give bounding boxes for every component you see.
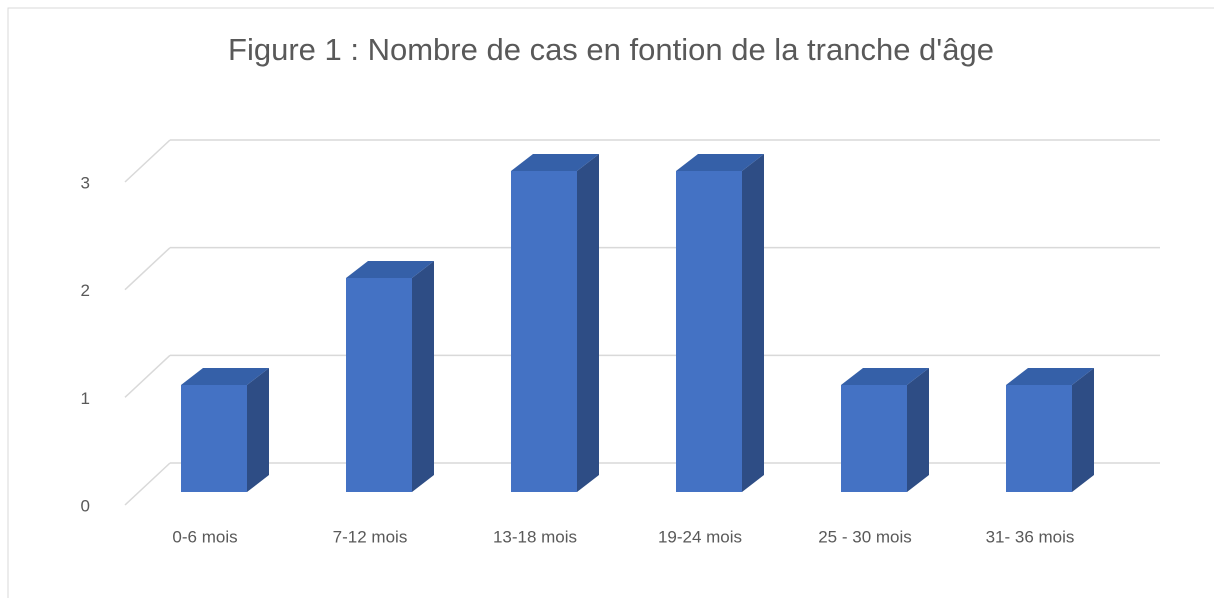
bar-top xyxy=(676,154,764,171)
grid-line-side xyxy=(124,247,171,291)
bar-top xyxy=(346,261,434,278)
bar xyxy=(346,278,412,492)
bar-side xyxy=(1072,368,1094,492)
y-tick-label: 2 xyxy=(81,281,90,300)
grid-line-side xyxy=(124,354,171,398)
bar xyxy=(1006,385,1072,492)
bar xyxy=(511,171,577,492)
bar xyxy=(676,171,742,492)
bar-side xyxy=(907,368,929,492)
y-tick-label: 0 xyxy=(81,496,90,515)
x-tick-label: 13-18 mois xyxy=(493,527,577,546)
x-tick-label: 7-12 mois xyxy=(333,527,408,546)
bar-side xyxy=(247,368,269,492)
x-tick-label: 19-24 mois xyxy=(658,527,742,546)
bar-top xyxy=(841,368,929,385)
bar-top xyxy=(511,154,599,171)
bar-side xyxy=(412,261,434,492)
grid-line-side xyxy=(124,139,171,183)
bar-side xyxy=(742,154,764,492)
bar-top xyxy=(1006,368,1094,385)
y-tick-label: 3 xyxy=(81,173,90,192)
x-tick-label: 0-6 mois xyxy=(172,527,237,546)
bar xyxy=(181,385,247,492)
chart-title: Figure 1 : Nombre de cas en fontion de l… xyxy=(228,32,994,67)
bar-top xyxy=(181,368,269,385)
grid-line-side xyxy=(124,462,171,506)
bar xyxy=(841,385,907,492)
x-tick-label: 25 - 30 mois xyxy=(818,527,912,546)
x-tick-label: 31- 36 mois xyxy=(986,527,1075,546)
chart-border xyxy=(7,7,1214,598)
bar-side xyxy=(577,154,599,492)
y-tick-label: 1 xyxy=(81,389,90,408)
